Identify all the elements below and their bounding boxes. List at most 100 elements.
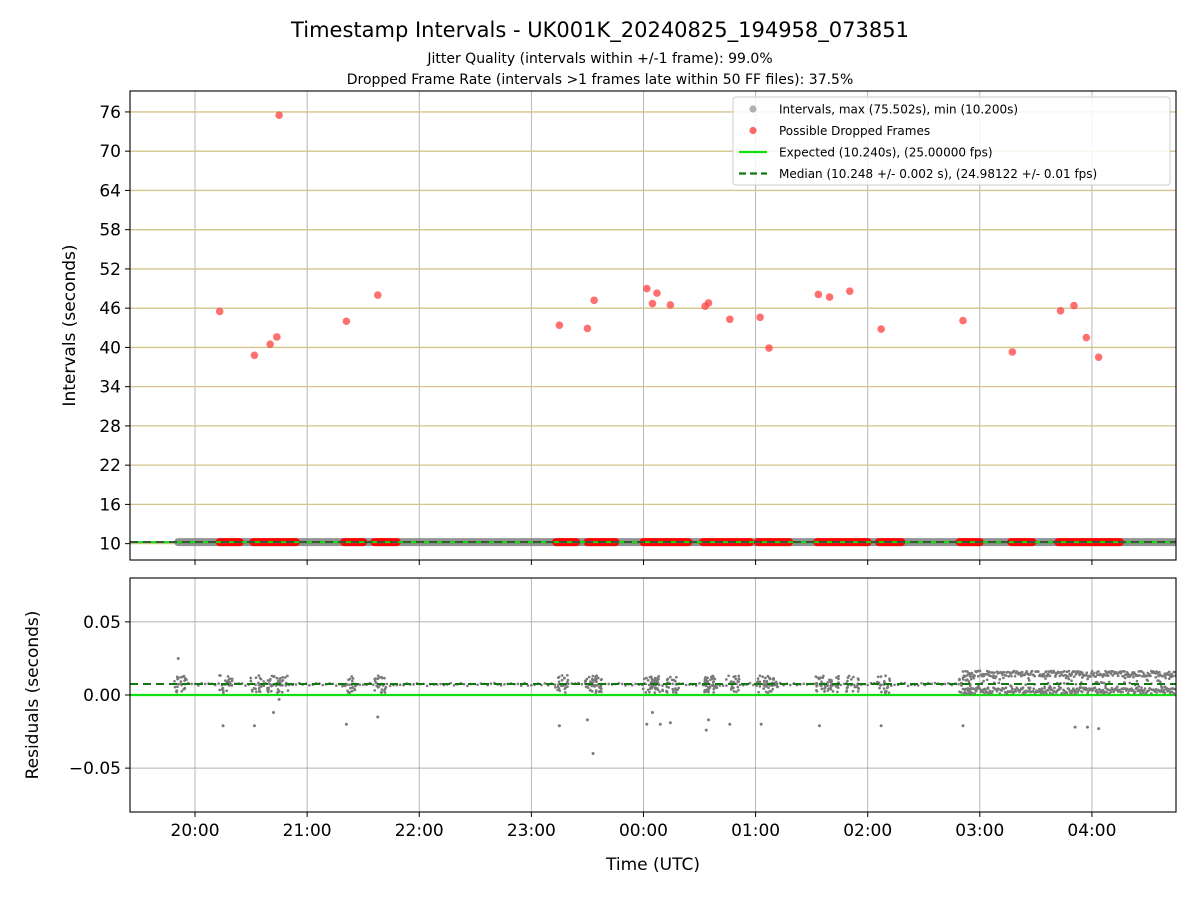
residual-point	[1143, 687, 1147, 690]
residual-point	[653, 691, 657, 694]
residual-point	[1075, 687, 1079, 691]
residual-point	[1039, 691, 1043, 695]
residual-outlier-point	[879, 724, 883, 728]
residual-point	[684, 683, 688, 687]
chart-subtitle-dropped: Dropped Frame Rate (intervals >1 frames …	[347, 72, 854, 88]
residual-point	[1159, 689, 1163, 692]
residual-point	[1036, 670, 1040, 673]
residual-point	[1102, 681, 1106, 685]
residual-point	[706, 676, 709, 680]
residual-point	[846, 685, 849, 689]
residual-point	[715, 686, 719, 690]
residual-outlier-point	[1073, 725, 1077, 729]
residual-point	[766, 674, 770, 678]
residual-point	[183, 679, 186, 682]
residual-point	[1095, 688, 1098, 692]
residual-point	[251, 689, 254, 693]
bottom-y-tick-label: 0.05	[83, 613, 121, 633]
residual-point	[553, 683, 557, 687]
residual-point	[1109, 672, 1113, 675]
dropped-frame-point	[1008, 348, 1017, 356]
residual-point	[933, 681, 937, 685]
residual-point	[1092, 672, 1096, 675]
residual-point	[886, 685, 890, 689]
residual-point	[1033, 674, 1037, 678]
residual-point	[1122, 675, 1125, 678]
residual-point	[1133, 690, 1137, 694]
residual-point	[733, 674, 737, 678]
residual-point	[176, 682, 180, 686]
residual-point	[230, 677, 234, 681]
residual-point	[516, 682, 520, 686]
residual-point	[815, 688, 818, 692]
residual-point	[580, 682, 584, 686]
residual-point	[1167, 689, 1171, 693]
dropped-frame-point	[275, 111, 283, 120]
residual-point	[756, 677, 760, 680]
residual-point	[761, 682, 765, 686]
residual-point	[1089, 672, 1093, 675]
residual-point	[1032, 687, 1036, 691]
residual-point	[831, 689, 835, 693]
dropped-frame-point	[215, 307, 224, 316]
residual-point	[620, 682, 624, 686]
dropped-frame-point	[725, 315, 734, 324]
residual-point	[1097, 670, 1100, 673]
residual-point	[1059, 686, 1063, 690]
residual-point	[884, 674, 887, 678]
bottom-axes-frame	[129, 577, 1177, 813]
residual-point	[988, 689, 992, 693]
residual-point	[586, 686, 590, 690]
residual-outlier-point	[759, 722, 763, 726]
residual-point	[181, 675, 184, 679]
residual-point	[993, 671, 996, 675]
dropped-frame-point	[250, 351, 259, 360]
residual-point	[476, 683, 479, 687]
dropped-frame-point	[648, 299, 657, 308]
residual-point	[846, 679, 849, 683]
residual-point	[173, 685, 177, 689]
residual-point	[835, 676, 838, 679]
residual-point	[1057, 685, 1061, 688]
residual-outlier-point	[557, 724, 561, 728]
residual-point	[1088, 675, 1092, 678]
residual-point	[230, 679, 234, 683]
residual-point	[1167, 670, 1171, 674]
residual-point	[266, 687, 270, 691]
residual-point	[772, 677, 775, 680]
residual-point	[254, 676, 258, 680]
residual-point	[998, 692, 1002, 695]
dropped-frame-point	[555, 321, 564, 329]
top-y-tick-label: 40	[99, 338, 121, 358]
residual-point	[967, 689, 970, 693]
residual-point	[334, 684, 338, 687]
residual-point	[1046, 672, 1050, 676]
residual-point	[1062, 689, 1066, 693]
residual-point	[183, 677, 187, 680]
residual-point	[1024, 683, 1028, 686]
residual-point	[1000, 689, 1003, 692]
residual-point	[1163, 691, 1167, 695]
residual-point	[348, 683, 352, 687]
residual-point	[1020, 670, 1024, 674]
legend-marker-0	[749, 105, 757, 113]
residual-point	[595, 684, 599, 687]
residual-point	[866, 683, 869, 687]
residual-point	[439, 682, 442, 686]
residual-point	[966, 670, 969, 673]
residual-point	[176, 685, 179, 689]
residual-point	[180, 689, 184, 693]
dropped-frame-point	[273, 333, 281, 341]
residual-point	[1010, 674, 1013, 678]
residual-point	[1101, 675, 1105, 679]
residual-point	[587, 675, 591, 679]
residual-point	[906, 684, 910, 688]
residual-point	[227, 678, 230, 682]
residual-point	[1130, 687, 1133, 691]
residual-point	[353, 684, 357, 688]
residual-point	[412, 683, 415, 686]
residual-outlier-point	[591, 752, 595, 755]
residual-point	[757, 690, 760, 694]
residual-outlier-point	[668, 721, 672, 725]
residual-point	[1087, 689, 1090, 693]
